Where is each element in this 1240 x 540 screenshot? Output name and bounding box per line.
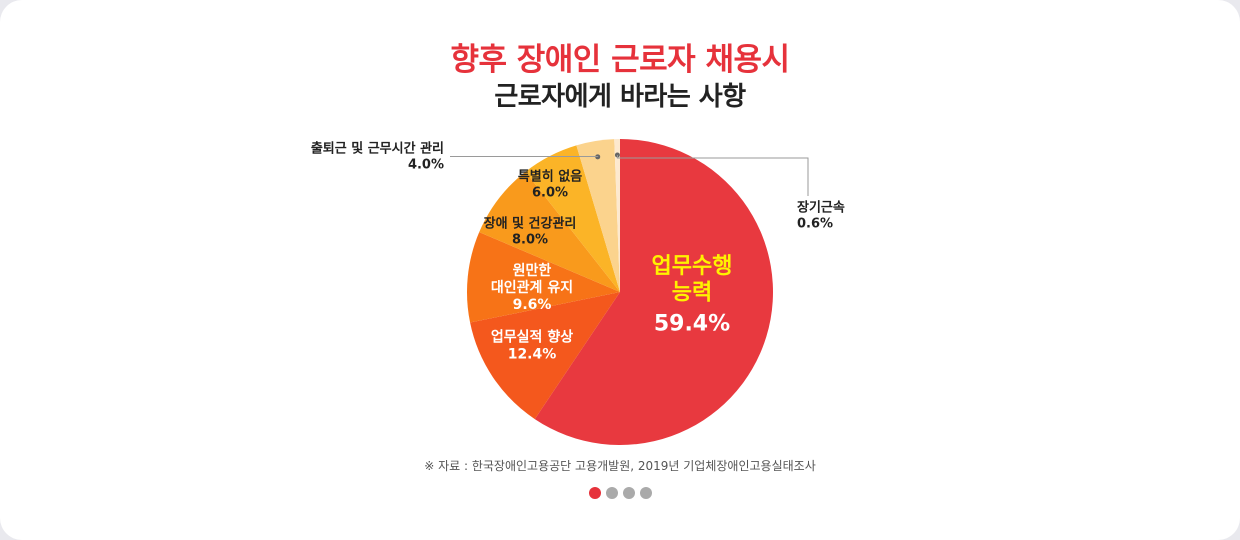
slice-name-label: 출퇴근 및 근무시간 관리 (311, 141, 444, 157)
slice-name-label: 능력 (672, 281, 712, 306)
callout-line (616, 155, 809, 196)
slice-name-label: 장기근속 (797, 200, 845, 216)
slice-name-label: 업무실적 향상 (491, 328, 573, 345)
pagination-dot-1[interactable] (588, 487, 601, 499)
pie-slice-1 (534, 139, 774, 445)
slice-label-5: 특별히 없음6.0% (518, 169, 582, 201)
slice-name-label: 원만한 (513, 263, 552, 279)
chart-subtitle: 근로자에게 바라는 사항 (494, 82, 746, 112)
slice-value-label: 12.4% (508, 346, 557, 362)
pagination-dot-3[interactable] (622, 487, 635, 499)
slice-name-label: 특별히 없음 (518, 169, 582, 185)
pie-slice-4 (479, 171, 620, 292)
pie-slice-6 (576, 139, 620, 292)
chart-title: 향후 장애인 근로자 채용시 (450, 42, 790, 78)
slice-value-label: 9.6% (513, 297, 552, 313)
slice-name-label: 업무수행 (652, 254, 733, 279)
callout-7 (614, 152, 809, 196)
pie-slice-7 (614, 139, 620, 292)
pagination-dot-4[interactable] (639, 487, 652, 499)
slice-label-6: 출퇴근 및 근무시간 관리4.0% (311, 141, 444, 173)
slice-value-label: 0.6% (797, 216, 833, 231)
slice-value-label: 59.4% (654, 312, 730, 337)
slice-value-label: 6.0% (532, 185, 568, 200)
slice-value-label: 4.0% (408, 157, 444, 172)
pagination-dot-2[interactable] (605, 487, 618, 499)
source-note: ※ 자료 : 한국장애인고용공단 고용개발원, 2019년 기업체장애인고용실태… (424, 459, 816, 473)
slice-value-label: 8.0% (512, 232, 548, 247)
callout-6 (450, 154, 601, 160)
pie-slice-3 (467, 232, 620, 323)
pie-slice-2 (470, 292, 620, 420)
slice-name-label: 대인관계 유지 (491, 279, 573, 296)
slice-name-label: 장애 및 건강관리 (484, 216, 577, 232)
pagination-dots (0, 487, 1240, 499)
pie-slice-5 (525, 145, 620, 292)
